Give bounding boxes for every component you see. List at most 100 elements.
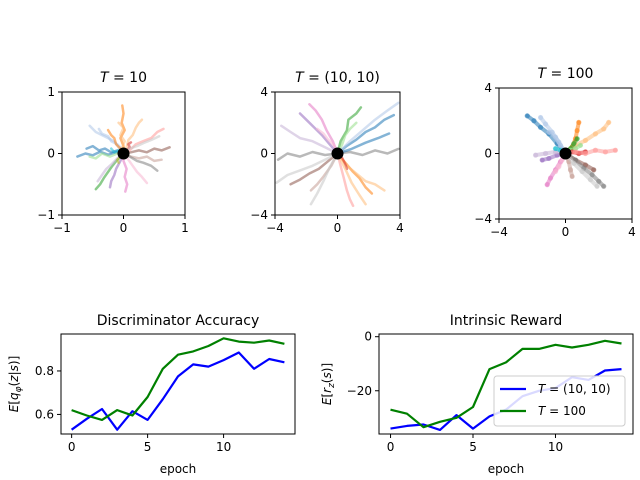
trajectory-point [552, 145, 559, 152]
trajectory-line [336, 147, 400, 157]
trajectory-line [122, 152, 129, 193]
x-tick-label: 4 [628, 225, 636, 239]
trajectory-point [524, 113, 530, 119]
ylabel-s: s [7, 365, 21, 371]
trajectory-line [280, 124, 339, 155]
trajectory-point [574, 127, 580, 134]
trajectory-line [298, 112, 339, 155]
y-axis-label: E[qφ(z|s)] [7, 356, 24, 413]
axes-frame [60, 333, 296, 435]
trajectory-point [542, 150, 549, 157]
legend-box [493, 375, 626, 427]
trajectory-line [336, 101, 400, 155]
origin-marker [331, 147, 344, 160]
y-tick-label: 0.8 [35, 364, 54, 378]
trajectory-point [592, 147, 599, 153]
trajectory-point [552, 168, 559, 175]
trajectory-point [569, 173, 575, 180]
title-symbol: T [100, 70, 110, 86]
trajectory-point [571, 160, 577, 166]
trajectory-point [592, 131, 599, 137]
x-tick-label: −1 [53, 221, 71, 235]
trajectory-point [546, 155, 552, 162]
origin-marker [117, 147, 130, 160]
y-tick-label: −4 [250, 208, 268, 222]
trajectory-point [571, 141, 577, 147]
legend: T = (10, 10) T = 100 [493, 375, 626, 427]
legend-label-t100: T = 100 [538, 404, 586, 418]
x-tick-label: 0 [120, 221, 128, 235]
trajectory-line [309, 152, 339, 206]
x-tick-label: 4 [396, 221, 404, 235]
x-tick-label: 10 [216, 440, 231, 454]
trajectory-point [532, 152, 539, 158]
trajectory-point [552, 134, 559, 140]
axes-frame [378, 333, 634, 435]
y-tick-label: 0.6 [35, 407, 54, 421]
trajectory-point [537, 114, 544, 121]
trajectory-point [576, 119, 582, 125]
trajectory-point [544, 182, 550, 188]
x-tick-label: 0 [562, 225, 570, 239]
panel-title: T = 100 [538, 66, 594, 82]
y-tick-label: −20 [347, 384, 372, 398]
series-line [390, 339, 622, 429]
trajectory-point [587, 177, 594, 183]
panel-title: T = (10, 10) [295, 70, 380, 86]
trajectory-point [589, 172, 595, 178]
trajectory-line [122, 127, 165, 155]
trajectory-panel-t10: −1 0 1 −1 0 1 T = 10 [37, 70, 189, 235]
y-tick-label: 0 [484, 147, 492, 161]
trajectory-point [582, 150, 589, 157]
legend-symbol: T [538, 382, 547, 396]
x-axis-label: epoch [160, 462, 197, 476]
y-tick-label: −4 [474, 212, 492, 226]
trajectory-point [577, 142, 584, 148]
x-tick-label: 5 [469, 440, 477, 454]
trajectory-line [276, 150, 339, 161]
y-tick-label: 4 [484, 81, 492, 95]
trajectory-line [275, 152, 339, 184]
trajectory-point [547, 175, 554, 181]
y-tick-label: 0 [47, 147, 55, 161]
trajectory-line [308, 103, 339, 155]
trajectory-line [122, 152, 149, 185]
trajectory-panel-t10-10: −4 0 4 −4 0 4 T = (10, 10) [250, 70, 404, 235]
axes-frame [274, 91, 401, 216]
ylabel-e: E [7, 404, 21, 412]
y-axis-label: E[rz(s)] [320, 363, 337, 405]
trajectory-point [601, 126, 607, 132]
x-tick-label: 1 [181, 221, 189, 235]
y-tick-label: 0 [364, 330, 372, 344]
x-tick-label: 0 [68, 440, 76, 454]
trajectory-point [531, 118, 537, 124]
title-symbol: T [295, 70, 305, 86]
trajectory-line [122, 135, 161, 155]
x-axis-label: epoch [488, 462, 525, 476]
origin-marker [559, 147, 572, 160]
trajectory-line [336, 152, 367, 206]
panel-title: Discriminator Accuracy [97, 313, 259, 329]
trajectory-point [579, 168, 585, 175]
trajectory-point [546, 129, 552, 135]
y-tick-label: −1 [37, 208, 55, 222]
ylabel-z: z [7, 375, 21, 383]
trajectory-point [556, 164, 562, 170]
trajectory-point [606, 119, 612, 125]
ylabel-e: E [320, 397, 334, 405]
legend-symbol: T [538, 404, 547, 418]
ylabel-sub: φ [14, 386, 24, 392]
x-tick-label: 10 [548, 440, 563, 454]
trajectory-point [542, 121, 549, 127]
trajectory-point [537, 124, 544, 130]
trajectory-point [594, 183, 600, 189]
trajectory-point [602, 149, 609, 155]
legend-label-t10-10: T = (10, 10) [538, 382, 611, 396]
series-line [71, 337, 285, 421]
title-symbol: T [538, 66, 548, 82]
y-tick-label: 0 [260, 147, 268, 161]
trajectory-line [336, 106, 363, 155]
trajectory-point [572, 149, 579, 155]
x-tick-label: 0 [387, 440, 395, 454]
